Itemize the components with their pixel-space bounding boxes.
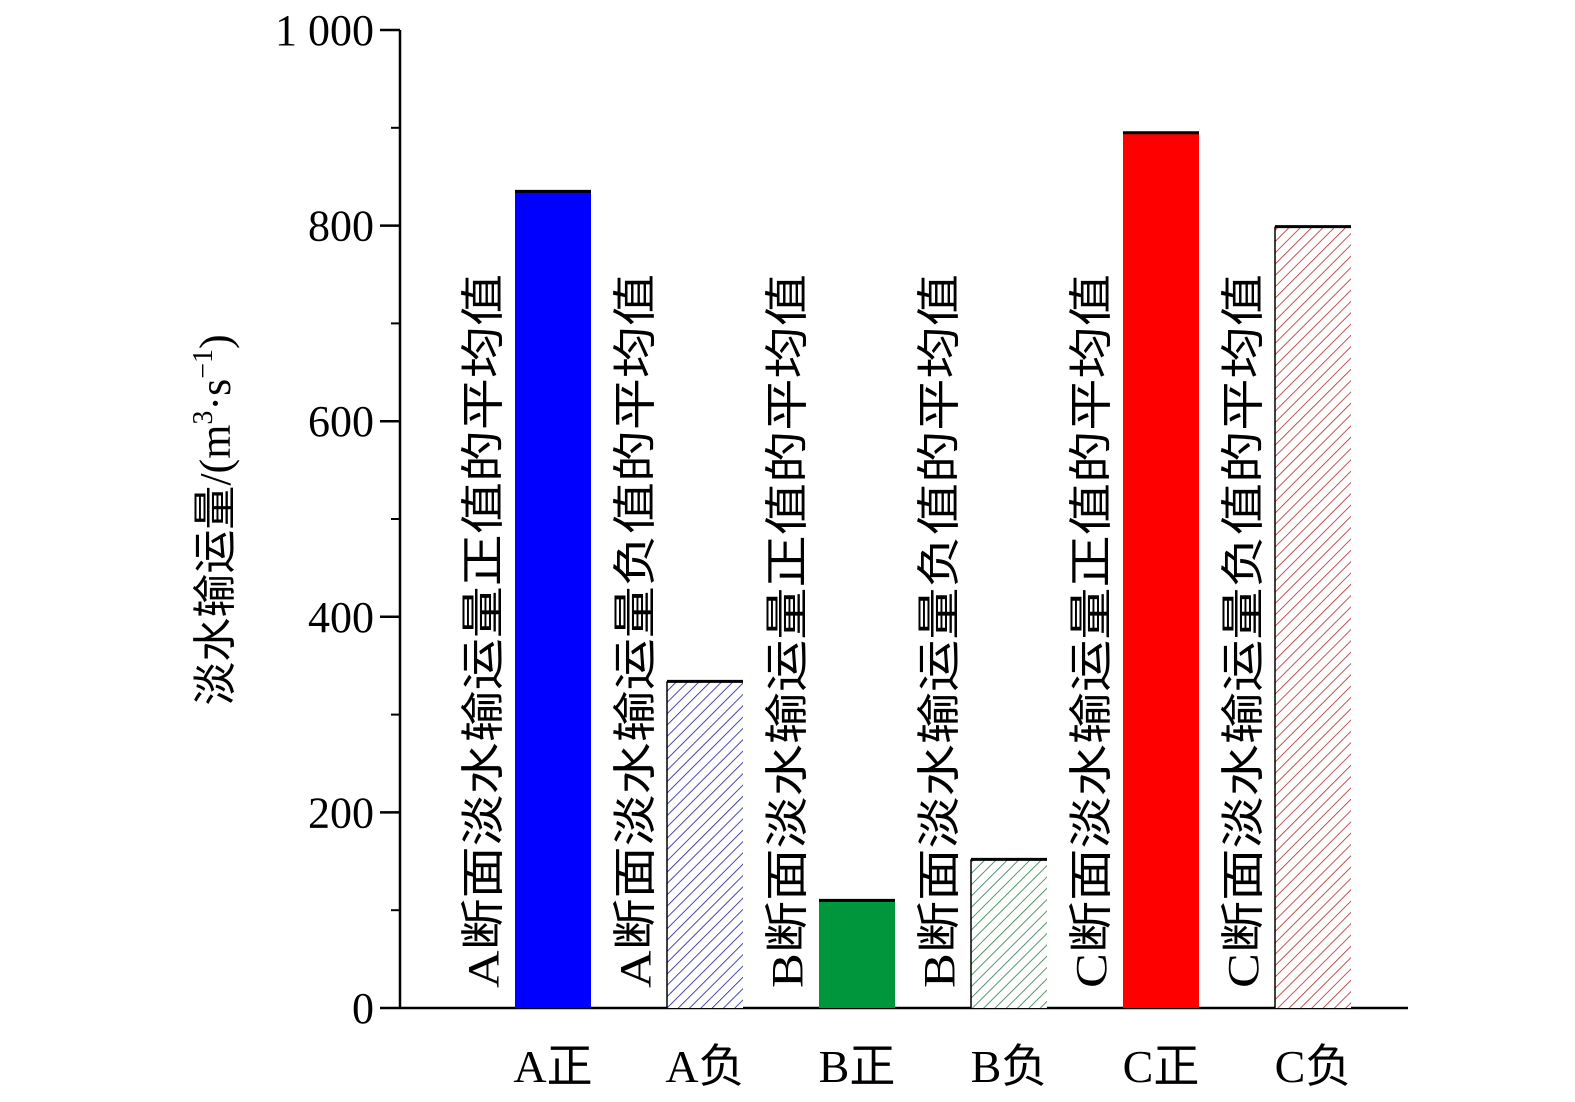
y-tick-label: 800 [308, 202, 374, 251]
bar-C负 [1275, 226, 1351, 1008]
y-axis-title: 淡水输运量/(m3·s−1) [188, 334, 240, 705]
bar-annotation: B断面淡水输运量正值的平均值 [763, 274, 812, 988]
bar-annotation: A断面淡水输运量正值的平均值 [459, 274, 508, 988]
x-category-label: B负 [971, 1041, 1048, 1092]
y-tick-label: 400 [308, 593, 374, 642]
x-category-label: B正 [819, 1041, 896, 1092]
y-axis-title-sup2: −1 [188, 349, 219, 379]
y-axis-title-mid: ·s [191, 379, 240, 411]
bar-annotation: B断面淡水输运量负值的平均值 [915, 274, 964, 988]
x-category-label: C正 [1123, 1041, 1200, 1092]
bar-annotation: C断面淡水输运量正值的平均值 [1067, 274, 1116, 988]
y-axis-title-end: ) [191, 334, 240, 349]
bar-B正 [819, 900, 895, 1008]
x-category-label: A正 [513, 1041, 592, 1092]
y-axis-title-sup1: 3 [188, 411, 219, 425]
y-tick-label: 1 000 [275, 6, 374, 55]
x-category-label: A负 [665, 1041, 744, 1092]
y-axis-title-main: 淡水输运量/(m [191, 425, 240, 706]
x-category-label: C负 [1275, 1041, 1352, 1092]
bar-B负 [971, 859, 1047, 1008]
bar-A负 [667, 681, 743, 1008]
bar-annotation: C断面淡水输运量负值的平均值 [1219, 274, 1268, 988]
y-tick-label: 600 [308, 397, 374, 446]
bar-C正 [1123, 132, 1199, 1008]
y-tick-label: 200 [308, 788, 374, 837]
bar-annotation: A断面淡水输运量负值的平均值 [611, 274, 660, 988]
y-tick-label: 0 [352, 984, 374, 1033]
bar-A正 [515, 191, 591, 1008]
